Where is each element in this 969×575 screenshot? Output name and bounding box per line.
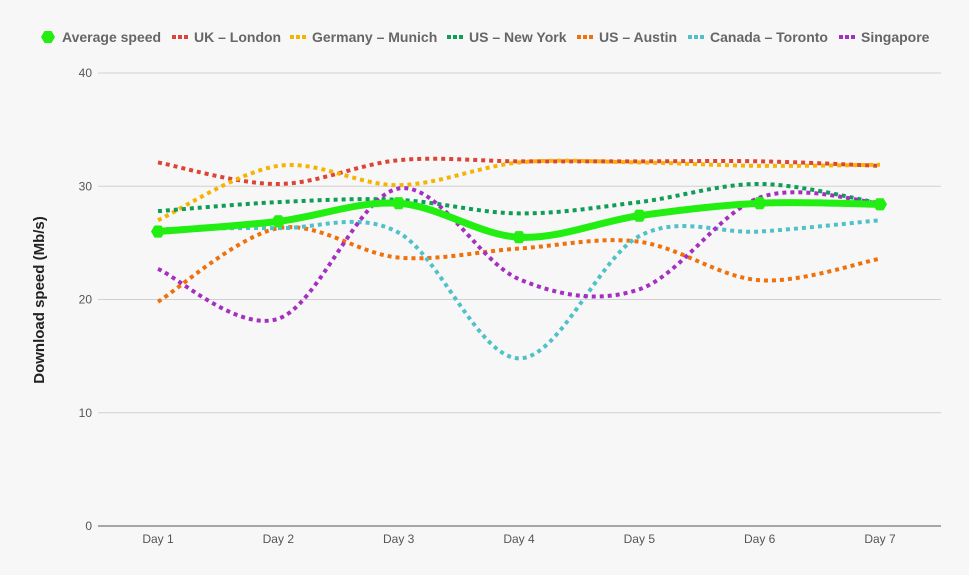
legend-label: Singapore (861, 29, 930, 45)
x-axis-ticks: Day 1 Day 2 Day 3 Day 4 Day 5 Day 6 Day 7 (142, 532, 896, 546)
data-point (512, 231, 526, 244)
gridlines (98, 72, 941, 414)
y-tick-label: 0 (85, 519, 92, 533)
data-point (632, 209, 647, 222)
series-line-singapore (157, 186, 881, 323)
legend-item-us-new-york[interactable]: US – New York (447, 29, 567, 45)
series-line-uk-london (157, 156, 881, 186)
legend-label: US – Austin (599, 29, 677, 45)
series-line-germany-munich (157, 158, 881, 223)
series-line-us-austin (156, 225, 881, 304)
x-tick-label: Day 6 (744, 532, 776, 546)
series-lines (156, 156, 881, 361)
legend-item-us-austin[interactable]: US – Austin (577, 29, 677, 45)
series-line-us-new-york (157, 181, 881, 216)
legend-label: UK – London (194, 29, 281, 45)
data-point (873, 198, 887, 211)
y-tick-label: 30 (79, 179, 93, 193)
x-tick-label: Day 5 (624, 532, 656, 546)
data-point (151, 225, 165, 238)
data-point (752, 197, 767, 210)
y-tick-label: 10 (79, 406, 93, 420)
legend-label: Germany – Munich (312, 29, 437, 45)
series-markers (151, 197, 887, 244)
legend-label: Canada – Toronto (710, 29, 828, 45)
legend-item-canada-toronto[interactable]: Canada – Toronto (688, 29, 828, 45)
legend: Average speed UK – London Germany – Munich… (41, 29, 930, 45)
legend-hexagon-icon (41, 30, 55, 44)
x-tick-label: Day 1 (142, 532, 174, 546)
data-point (391, 197, 406, 210)
x-tick-label: Day 2 (263, 532, 295, 546)
y-tick-label: 40 (79, 66, 93, 80)
y-tick-label: 20 (79, 293, 93, 307)
x-tick-label: Day 3 (383, 532, 415, 546)
data-point (271, 215, 286, 228)
legend-item-germany-munich[interactable]: Germany – Munich (290, 29, 437, 45)
legend-item-singapore[interactable]: Singapore (839, 29, 930, 45)
legend-item-average-speed[interactable]: Average speed (41, 29, 161, 45)
legend-label: Average speed (62, 29, 161, 45)
legend-label: US – New York (469, 29, 567, 45)
y-axis-ticks: 0 10 20 30 40 (79, 66, 93, 533)
legend-item-uk-london[interactable]: UK – London (172, 29, 281, 45)
y-axis-title: Download speed (Mb/s) (31, 216, 48, 384)
x-tick-label: Day 7 (864, 532, 896, 546)
series-line-canada-toronto (157, 218, 881, 361)
x-tick-label: Day 4 (503, 532, 535, 546)
